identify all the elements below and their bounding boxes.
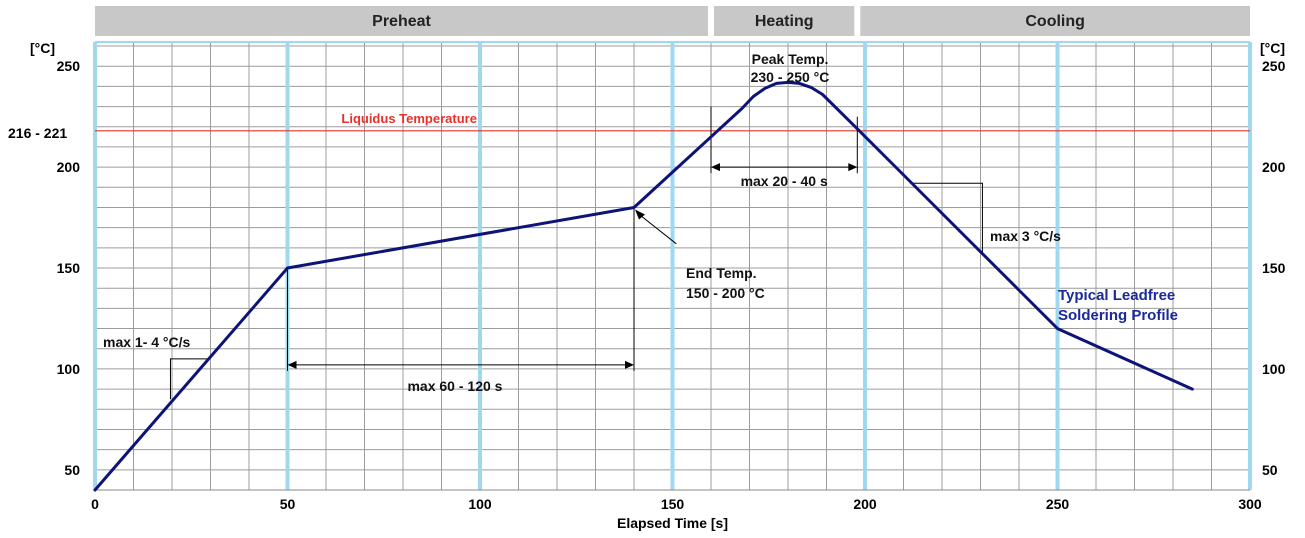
phase-bar-heating	[714, 6, 855, 36]
data-point-6	[775, 82, 778, 84]
data-point-10	[822, 93, 824, 96]
data-point-12	[1056, 327, 1059, 330]
cooling-rate-label: max 3 °C/s	[990, 228, 1061, 244]
y-tick-label-right-200: 200	[1262, 159, 1286, 175]
data-point-3	[741, 107, 743, 110]
phase-label-preheat: Preheat	[372, 13, 431, 30]
x-tick-label-100: 100	[468, 496, 492, 512]
data-point-5	[764, 87, 766, 90]
x-axis-title: Elapsed Time [s]	[617, 515, 728, 531]
x-tick-label-300: 300	[1238, 496, 1262, 512]
x-tick-label-150: 150	[661, 496, 685, 512]
liquidus-arrowhead-left	[711, 163, 720, 172]
peak-temp-range: 230 - 250 °C	[751, 69, 830, 85]
x-tick-label-200: 200	[853, 496, 877, 512]
liquidus-time-label: max 20 - 40 s	[741, 173, 828, 189]
x-tick-label-0: 0	[91, 496, 99, 512]
end-temp-arrowhead	[635, 209, 645, 220]
data-point-4	[752, 95, 754, 98]
end-temp-pointer	[637, 213, 677, 245]
liquidus-tick-label: 216 - 221	[8, 125, 67, 141]
phase-label-heating: Heating	[755, 13, 814, 30]
series-line-profile	[93, 80, 1194, 492]
data-point-8	[798, 82, 801, 84]
y-axis-unit-right: [°C]	[1260, 40, 1285, 56]
preheat-arrowhead-left	[287, 360, 297, 369]
series-label-profile: Typical Leadfree Soldering Profile	[1058, 287, 1178, 324]
y-tick-label-right-100: 100	[1262, 361, 1286, 377]
grid	[93, 41, 1252, 491]
series-group	[93, 80, 1194, 492]
peak-temp-label: Peak Temp.	[752, 51, 829, 67]
liquidus-arrowhead-right	[848, 163, 858, 172]
data-point-1	[286, 267, 289, 269]
annotations: max 60 - 120 s max 20 - 40 s	[169, 106, 983, 400]
liquidus-group: Liquidus Temperature 216 - 221	[8, 111, 1250, 141]
cooling-slope-marker	[911, 182, 983, 254]
labels: 0 50 100 150 200 250 300 50 50 100 100 150 150 200 200…	[30, 40, 1286, 531]
y-tick-label-left-50: 50	[64, 462, 80, 478]
data-point-13	[1191, 388, 1193, 390]
data-point-0	[94, 489, 96, 491]
end-temp-range: 150 - 200 °C	[686, 285, 765, 301]
ramp-up-label: max 1- 4 °C/s	[103, 334, 191, 350]
data-point-7	[787, 81, 789, 83]
liquidus-label: Liquidus Temperature	[341, 111, 477, 126]
x-tick-label-50: 50	[280, 496, 296, 512]
phase-header: Preheat Heating Cooling	[95, 6, 1250, 36]
x-tick-label-250: 250	[1046, 496, 1070, 512]
y-tick-label-left-150: 150	[57, 260, 81, 276]
y-tick-label-left-200: 200	[57, 159, 81, 175]
phase-bar-preheat	[95, 6, 708, 36]
phase-label-cooling: Cooling	[1025, 13, 1085, 30]
phase-bar-cooling	[860, 6, 1250, 36]
preheat-time-label: max 60 - 120 s	[407, 378, 502, 394]
data-point-2	[633, 206, 635, 209]
y-tick-label-right-150: 150	[1262, 260, 1286, 276]
data-point-11	[856, 128, 858, 130]
y-tick-label-left-250: 250	[57, 58, 81, 74]
y-tick-label-left-100: 100	[57, 361, 81, 377]
y-axis-unit-left: [°C]	[30, 40, 55, 56]
preheat-arrowhead-right	[625, 360, 634, 369]
end-temp-label: End Temp.	[686, 265, 757, 281]
ramp-up-slope-marker	[169, 358, 208, 400]
data-point-9	[810, 86, 812, 89]
y-tick-label-right-50: 50	[1262, 462, 1278, 478]
y-tick-label-right-250: 250	[1262, 58, 1286, 74]
